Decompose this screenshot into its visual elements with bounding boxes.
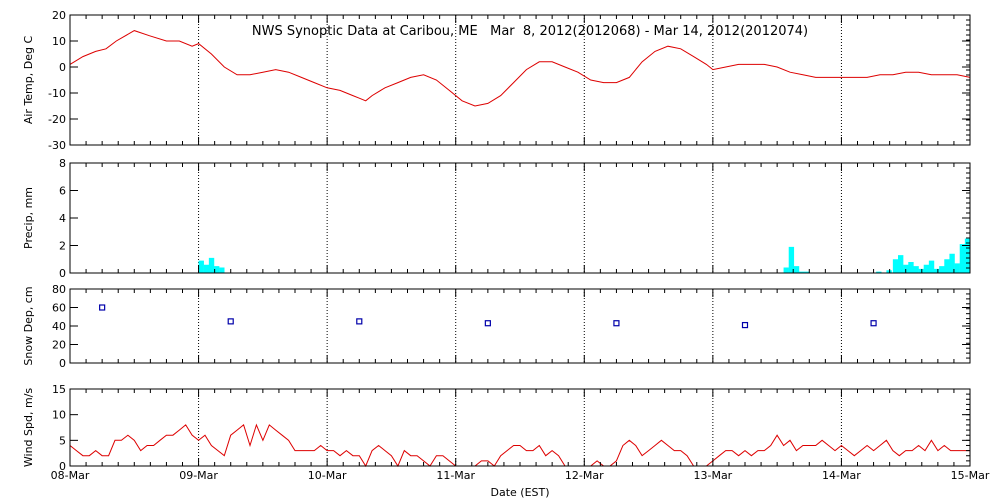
y-tick-label: 20 bbox=[52, 9, 66, 22]
snow-depth-marker bbox=[99, 304, 106, 311]
x-tick-label: 08-Mar bbox=[51, 469, 90, 482]
y-tick-label: 80 bbox=[52, 283, 66, 296]
precip-bar bbox=[203, 264, 210, 273]
precip-bar bbox=[939, 266, 945, 273]
y-axis-label: Air Temp, Deg C bbox=[22, 36, 35, 125]
precip-bar bbox=[959, 244, 966, 273]
y-tick-label: 20 bbox=[52, 339, 66, 352]
x-tick-label: 15-Mar bbox=[951, 469, 990, 482]
precip-bar bbox=[903, 264, 909, 273]
precip-bar bbox=[923, 264, 930, 273]
x-axis-label: Date (EST) bbox=[490, 486, 549, 499]
x-tick-label: 14-Mar bbox=[822, 469, 861, 482]
wind-speed-line bbox=[69, 423, 970, 468]
x-tick-label: 11-Mar bbox=[436, 469, 475, 482]
snow-depth-marker bbox=[741, 321, 749, 329]
y-tick-label: 10 bbox=[52, 409, 66, 422]
y-tick-label: -30 bbox=[48, 139, 66, 152]
snow-depth-marker bbox=[870, 320, 877, 327]
panel-frame bbox=[69, 288, 971, 364]
precip-bar bbox=[892, 259, 899, 273]
precip-bar bbox=[804, 271, 810, 273]
panel-frame bbox=[69, 162, 971, 274]
x-tick-label: 13-Mar bbox=[693, 469, 732, 482]
air-temp-panel: 20 10 0 -10 -20 -30 Air Temp, Deg C bbox=[22, 9, 971, 152]
snow-depth-marker bbox=[484, 320, 491, 327]
y-tick-label: -10 bbox=[48, 87, 66, 100]
y-tick-label: 2 bbox=[59, 240, 66, 253]
precip-bar bbox=[928, 260, 935, 273]
precip-bar bbox=[198, 260, 204, 273]
x-tick-label: 10-Mar bbox=[308, 469, 347, 482]
y-tick-label: 60 bbox=[52, 302, 66, 315]
panel-frame bbox=[69, 388, 971, 467]
snow-depth-marker bbox=[227, 318, 234, 325]
precip-bar bbox=[886, 270, 892, 273]
precip-bar bbox=[913, 266, 919, 273]
precip-bar bbox=[208, 257, 215, 273]
precip-bar bbox=[918, 268, 924, 273]
y-axis-label: Wind Spd, m/s bbox=[22, 388, 35, 468]
y-axis-label: Snow Dep, cm bbox=[22, 286, 35, 365]
y-tick-label: 0 bbox=[59, 357, 66, 370]
snow-depth-marker bbox=[613, 320, 620, 327]
precip-bar bbox=[876, 271, 882, 273]
air-temp-line bbox=[69, 30, 971, 107]
y-tick-label: 10 bbox=[52, 35, 66, 48]
y-tick-label: 0 bbox=[59, 61, 66, 74]
precip-bar bbox=[949, 253, 955, 273]
y-tick-label: 6 bbox=[59, 185, 66, 198]
precip-bar bbox=[934, 268, 940, 273]
snow-depth-marker bbox=[356, 318, 363, 325]
y-tick-label: 15 bbox=[52, 383, 66, 396]
precip-bar bbox=[793, 266, 800, 273]
wind-speed-panel: 15 10 5 0 Wind Spd, m/s bbox=[22, 383, 971, 473]
precip-bar bbox=[964, 238, 971, 273]
y-tick-label: 0 bbox=[59, 460, 66, 473]
y-tick-label: 0 bbox=[59, 267, 66, 280]
precip-bar bbox=[908, 262, 914, 273]
y-tick-label: 4 bbox=[59, 212, 66, 225]
y-tick-label: 8 bbox=[59, 157, 66, 170]
precip-bar bbox=[214, 266, 220, 273]
y-tick-label: 5 bbox=[59, 434, 66, 447]
precip-bar bbox=[954, 263, 960, 273]
y-tick-label: -20 bbox=[48, 113, 66, 126]
precip-bar bbox=[944, 259, 950, 273]
y-axis-label: Precip, mm bbox=[22, 187, 35, 249]
precip-bar bbox=[783, 267, 789, 273]
x-tick-label: 09-Mar bbox=[179, 469, 218, 482]
y-tick-label: 40 bbox=[52, 320, 66, 333]
precip-bar bbox=[898, 255, 904, 273]
chart-title: NWS Synoptic Data at Caribou, ME Mar 8, … bbox=[252, 24, 808, 39]
snow-depth-panel: 80 60 40 20 0 Snow Dep, cm bbox=[22, 283, 971, 370]
precip-bar bbox=[219, 267, 225, 273]
x-tick-label: 12-Mar bbox=[565, 469, 604, 482]
precip-bar bbox=[788, 246, 795, 273]
precip-bar bbox=[799, 271, 805, 273]
precip-panel: 8 6 4 2 0 Precip, mm bbox=[22, 157, 971, 280]
